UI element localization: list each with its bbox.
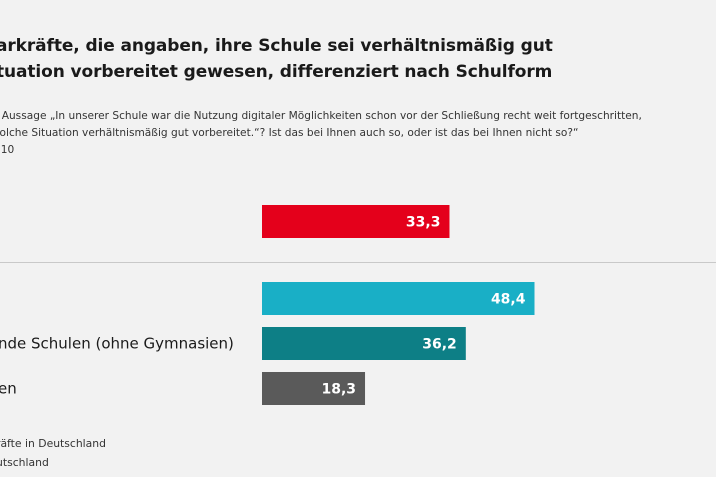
bar-4 — [262, 372, 366, 405]
chart-title-line-1: arkräfte, die angaben, ihre Schule sei v… — [0, 36, 553, 56]
chart-title-line-2: tuation vorbereitet gewesen, differenzie… — [0, 62, 553, 82]
chart-title: arkräfte, die angaben, ihre Schule sei v… — [0, 33, 716, 85]
bar-3 — [262, 327, 466, 360]
category-label-3: nde Schulen (ohne Gymnasien) — [0, 335, 234, 353]
bar-value-label-3: 36,2 — [422, 337, 457, 353]
chart-footer-line-1: räfte in Deutschland — [0, 437, 106, 450]
group-separator — [0, 262, 716, 263]
bar-value-label-1: 33,3 — [406, 215, 441, 231]
chart-footer: räfte in Deutschland utschland — [0, 434, 106, 472]
category-label-4: en — [0, 380, 17, 398]
bar-value-label-4: 18,3 — [321, 382, 356, 398]
chart-footer-line-2: utschland — [0, 456, 49, 469]
chart-subtitle-line-1: r Aussage „In unserer Schule war die Nut… — [0, 110, 642, 122]
bar-value-label-2: 48,4 — [491, 292, 526, 308]
bar-2 — [262, 282, 535, 315]
chart-subtitle-line-3: 510 — [0, 144, 15, 156]
chart-subtitle-line-2: solche Situation verhältnismäßig gut vor… — [0, 127, 579, 139]
chart-subtitle: r Aussage „In unserer Schule war die Nut… — [0, 108, 716, 159]
bar-1 — [262, 205, 450, 238]
